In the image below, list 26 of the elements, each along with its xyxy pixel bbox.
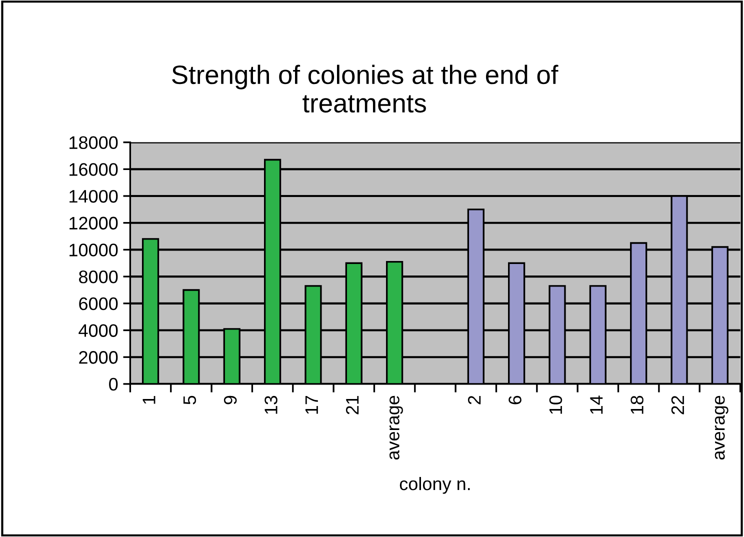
y-tick-label: 2000	[79, 351, 118, 364]
x-axis-title: colony n.	[400, 476, 470, 494]
x-tick-label: 1	[142, 396, 156, 404]
x-tick-label: 13	[264, 396, 278, 414]
x-tick-label: 2	[468, 396, 481, 404]
y-tick-label: 18000	[70, 136, 118, 150]
y-tick-label: 6000	[79, 297, 118, 310]
x-tick-label: 10	[549, 396, 562, 414]
y-tick-label: 10000	[70, 244, 118, 256]
y-tick-label: 0	[109, 378, 118, 391]
x-tick-label: 9	[224, 396, 237, 404]
x-tick-label: 14	[590, 396, 603, 414]
x-tick-label: 5	[183, 396, 196, 404]
x-tick-label: 6	[508, 396, 522, 404]
y-tick-label: 12000	[70, 216, 118, 230]
chart-title: Strength of colonies at the end of treatments	[172, 64, 558, 113]
x-tick-label: average	[714, 396, 728, 460]
x-tick-label: 18	[630, 396, 644, 414]
x-tick-label: 21	[346, 396, 359, 414]
x-tick-label: average	[390, 396, 403, 460]
y-tick-label: 14000	[70, 190, 118, 203]
y-tick-label: 4000	[78, 324, 118, 337]
x-tick-label: 22	[671, 396, 684, 414]
y-tick-label: 16000	[70, 163, 118, 176]
y-tick-label: 8000	[79, 270, 118, 284]
x-tick-label: 17	[305, 396, 318, 414]
